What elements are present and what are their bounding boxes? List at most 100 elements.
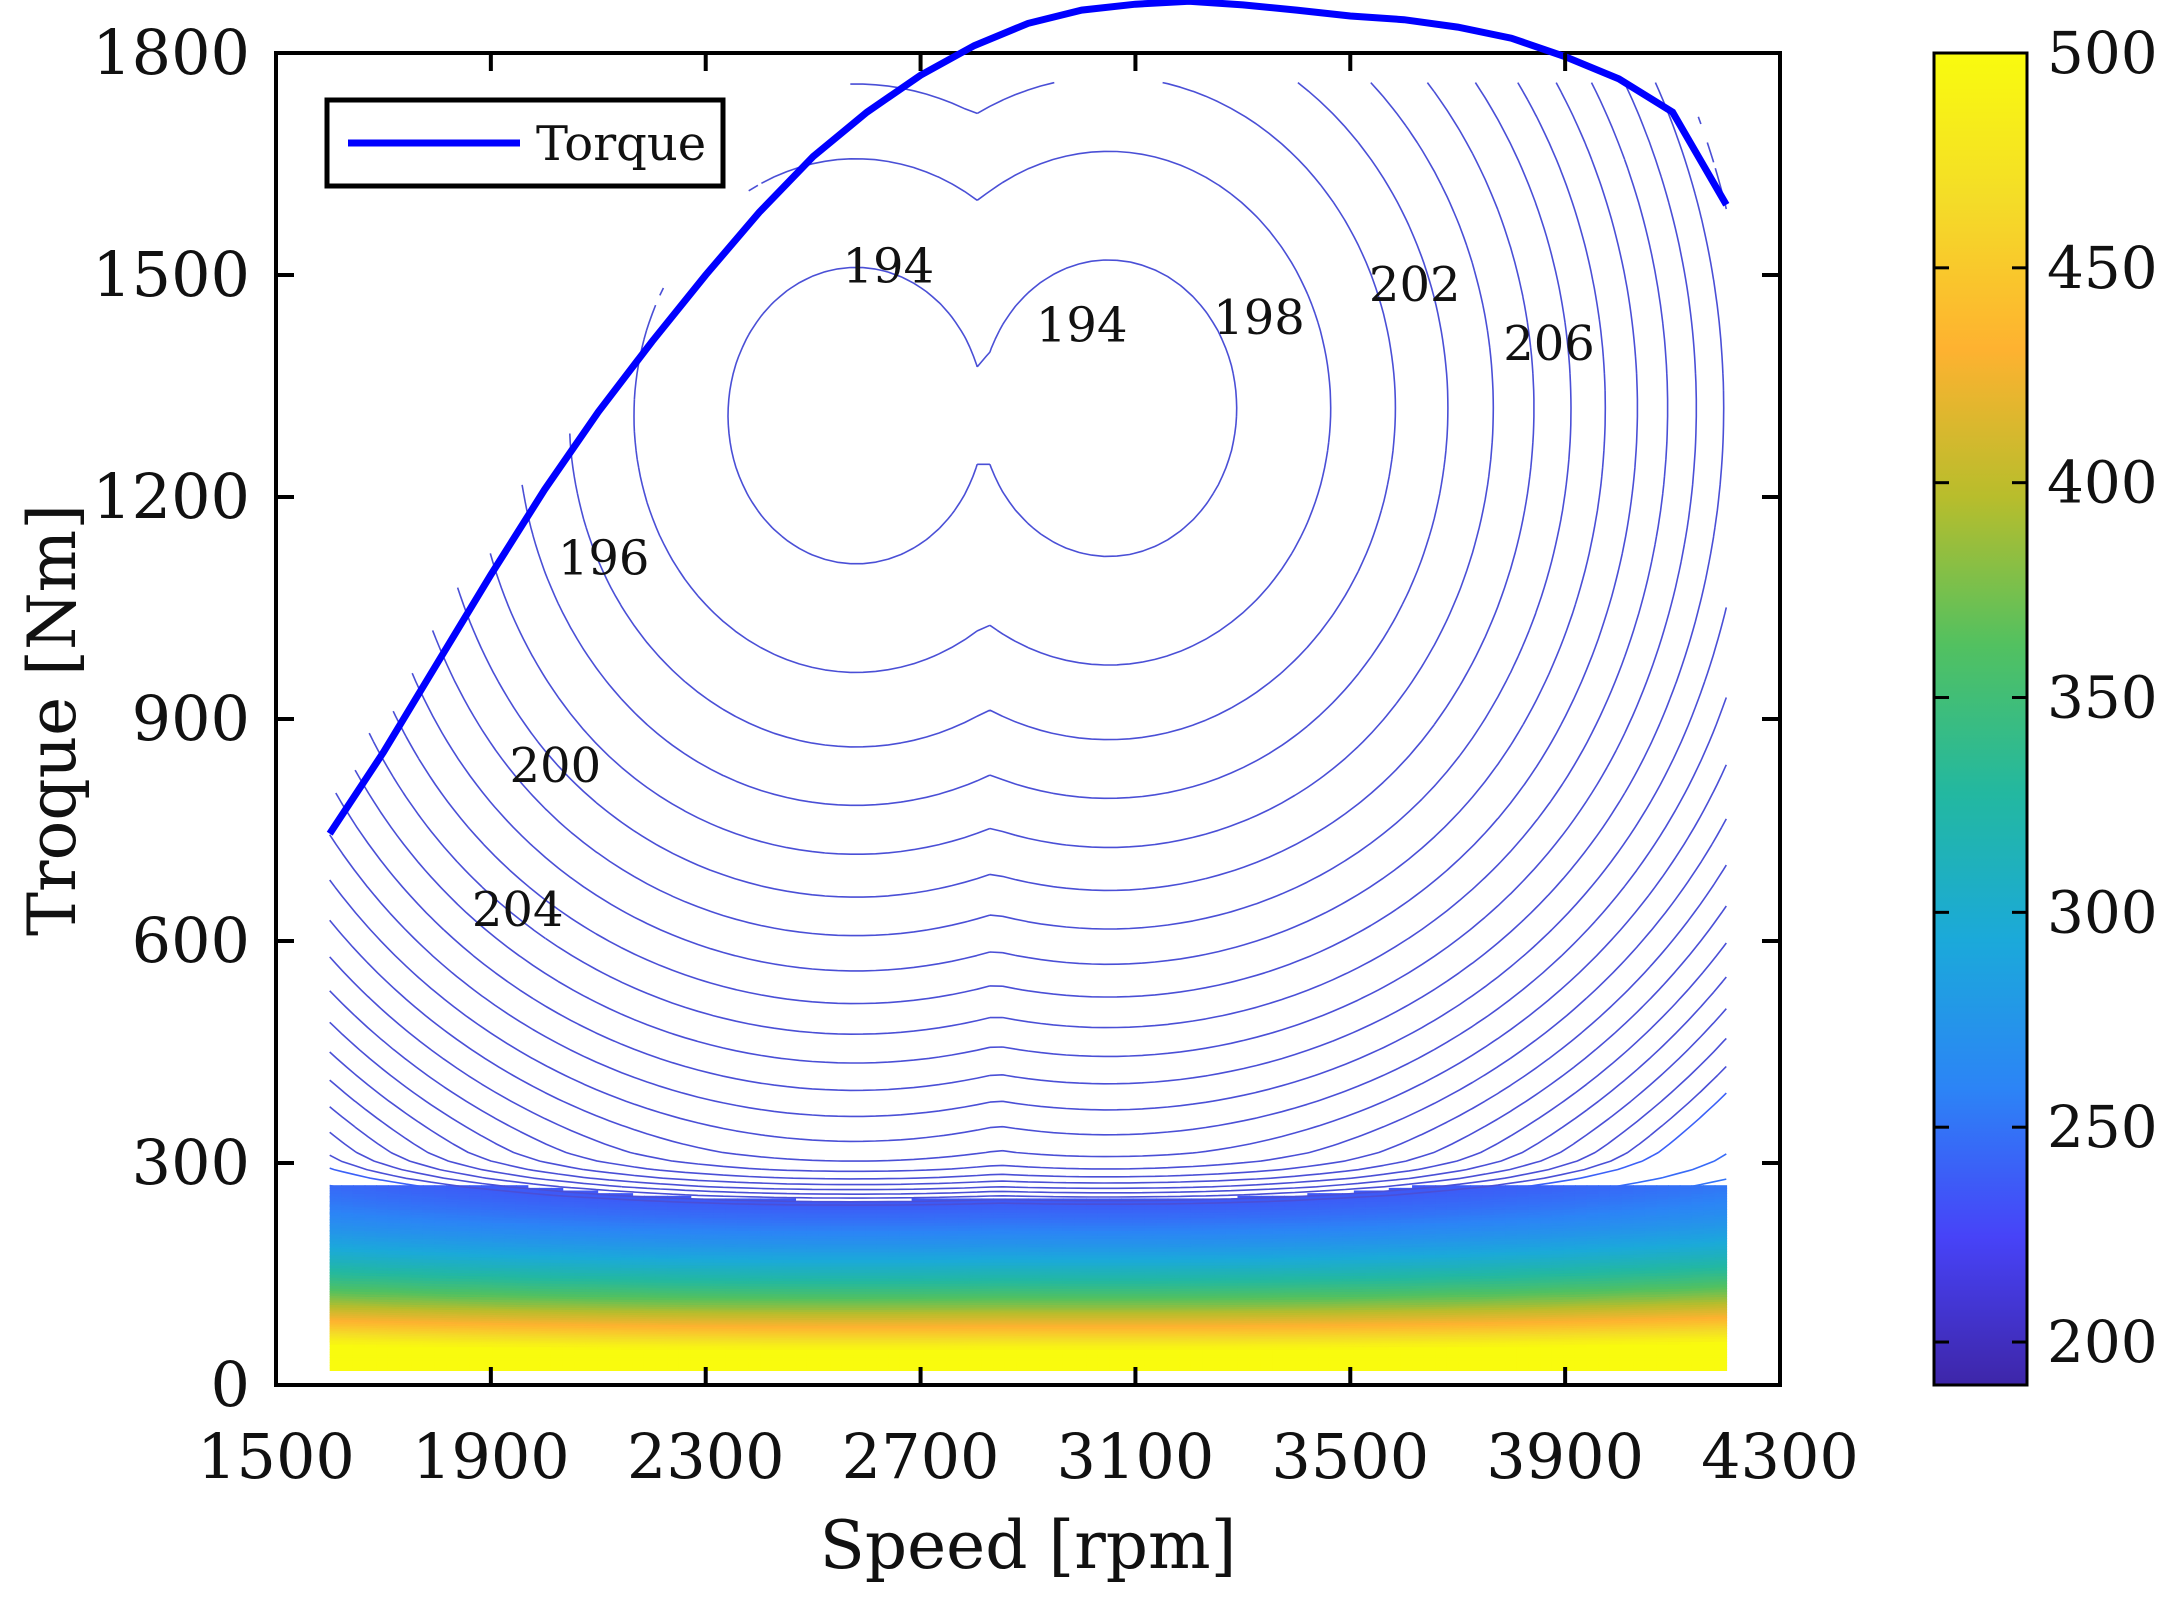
field-band-cell <box>690 1293 703 1297</box>
field-band-cell <box>364 1314 378 1319</box>
field-band-cell <box>411 1267 424 1271</box>
field-band-cell <box>1179 1245 1192 1250</box>
field-band-cell <box>609 1351 622 1356</box>
field-band-cell <box>434 1343 447 1348</box>
field-band-cell <box>981 1269 994 1274</box>
field-band-cell <box>841 1354 855 1358</box>
field-band-cell <box>993 1232 1006 1237</box>
field-band-cell <box>1167 1216 1181 1221</box>
field-band-cell <box>946 1267 959 1271</box>
field-band-cell <box>643 1206 657 1210</box>
field-band-cell <box>609 1243 622 1247</box>
field-band-cell <box>1144 1312 1157 1316</box>
field-band-cell <box>1121 1214 1134 1218</box>
field-band-cell <box>771 1319 785 1324</box>
field-band-cell <box>760 1203 773 1208</box>
field-band-cell <box>783 1201 797 1205</box>
field-band-cell <box>1051 1312 1064 1316</box>
field-band-cell <box>1028 1240 1041 1245</box>
field-band-cell <box>481 1203 494 1208</box>
field-band-cell <box>352 1351 366 1356</box>
field-band-cell <box>678 1277 692 1282</box>
field-band-cell <box>620 1362 634 1366</box>
field-band-cell <box>422 1208 436 1213</box>
field-band-cell <box>422 1248 436 1253</box>
field-band-cell <box>1097 1364 1111 1369</box>
field-band-cell <box>1004 1222 1018 1226</box>
field-band-cell <box>562 1201 575 1205</box>
field-band-cell <box>527 1216 540 1221</box>
field-band-cell <box>713 1325 727 1329</box>
field-band-cell <box>1016 1248 1029 1253</box>
field-band-cell <box>1179 1216 1192 1221</box>
field-band-cell <box>434 1211 447 1216</box>
field-band-cell <box>667 1227 680 1231</box>
field-band-cell <box>806 1267 820 1271</box>
field-band-cell <box>760 1245 773 1250</box>
field-band-cell <box>993 1275 1006 1279</box>
field-band-cell <box>364 1219 378 1223</box>
field-band-cell <box>446 1359 459 1364</box>
field-band-cell <box>387 1187 401 1192</box>
field-band-cell <box>620 1230 634 1234</box>
field-band-cell <box>597 1224 610 1229</box>
field-band-cell <box>387 1259 401 1263</box>
field-band-cell <box>527 1222 540 1226</box>
field-band-cell <box>329 1203 343 1208</box>
field-band-cell <box>643 1285 657 1290</box>
field-band-cell <box>1167 1351 1181 1356</box>
field-band-cell <box>585 1351 599 1356</box>
field-band-cell <box>527 1272 540 1276</box>
field-band-cell <box>1039 1256 1053 1260</box>
field-band-cell <box>993 1248 1006 1253</box>
field-band-cell <box>1086 1222 1099 1226</box>
field-band-cell <box>655 1288 669 1292</box>
field-band-cell <box>899 1267 913 1271</box>
field-band-cell <box>1167 1232 1181 1237</box>
field-band-cell <box>911 1243 925 1247</box>
field-band-cell <box>923 1208 936 1213</box>
field-band-cell <box>399 1280 412 1284</box>
field-band-cell <box>911 1319 925 1324</box>
field-band-cell <box>1097 1346 1111 1350</box>
field-band-cell <box>1016 1245 1029 1250</box>
field-band-cell <box>504 1224 517 1229</box>
field-band-cell <box>562 1216 575 1221</box>
field-band-cell <box>795 1253 808 1258</box>
field-band-cell <box>911 1227 925 1231</box>
field-band-cell <box>841 1238 855 1242</box>
field-band-cell <box>865 1238 878 1242</box>
field-band-cell <box>1016 1367 1029 1371</box>
field-band-cell <box>1097 1269 1111 1274</box>
field-band-cell <box>364 1253 378 1258</box>
field-band-cell <box>399 1224 412 1229</box>
field-band-cell <box>911 1362 925 1366</box>
field-band-cell <box>504 1269 517 1274</box>
field-band-cell <box>352 1264 366 1268</box>
field-band-cell <box>609 1219 622 1223</box>
field-band-cell <box>841 1227 855 1231</box>
field-band-cell <box>585 1264 599 1268</box>
field-band-cell <box>713 1206 727 1210</box>
field-band-cell <box>748 1354 762 1358</box>
field-band-cell <box>352 1346 366 1350</box>
field-band-cell <box>609 1224 622 1229</box>
field-band-cell <box>504 1211 517 1216</box>
field-band-cell <box>352 1222 366 1226</box>
field-band-cell <box>655 1248 669 1253</box>
field-band-cell <box>667 1275 680 1279</box>
field-band-cell <box>865 1364 878 1369</box>
field-band-cell <box>795 1267 808 1271</box>
field-band-cell <box>364 1224 378 1229</box>
field-band-cell <box>1202 1356 1216 1361</box>
field-band-cell <box>981 1248 994 1253</box>
field-band-cell <box>690 1267 703 1271</box>
field-band-cell <box>830 1222 843 1226</box>
field-band-cell <box>655 1269 669 1274</box>
field-band-cell <box>550 1359 564 1364</box>
field-band-cell <box>818 1201 831 1205</box>
field-band-cell <box>725 1349 738 1353</box>
field-band-cell <box>1097 1201 1111 1205</box>
field-band-cell <box>515 1275 529 1279</box>
field-band-cell <box>667 1296 680 1300</box>
